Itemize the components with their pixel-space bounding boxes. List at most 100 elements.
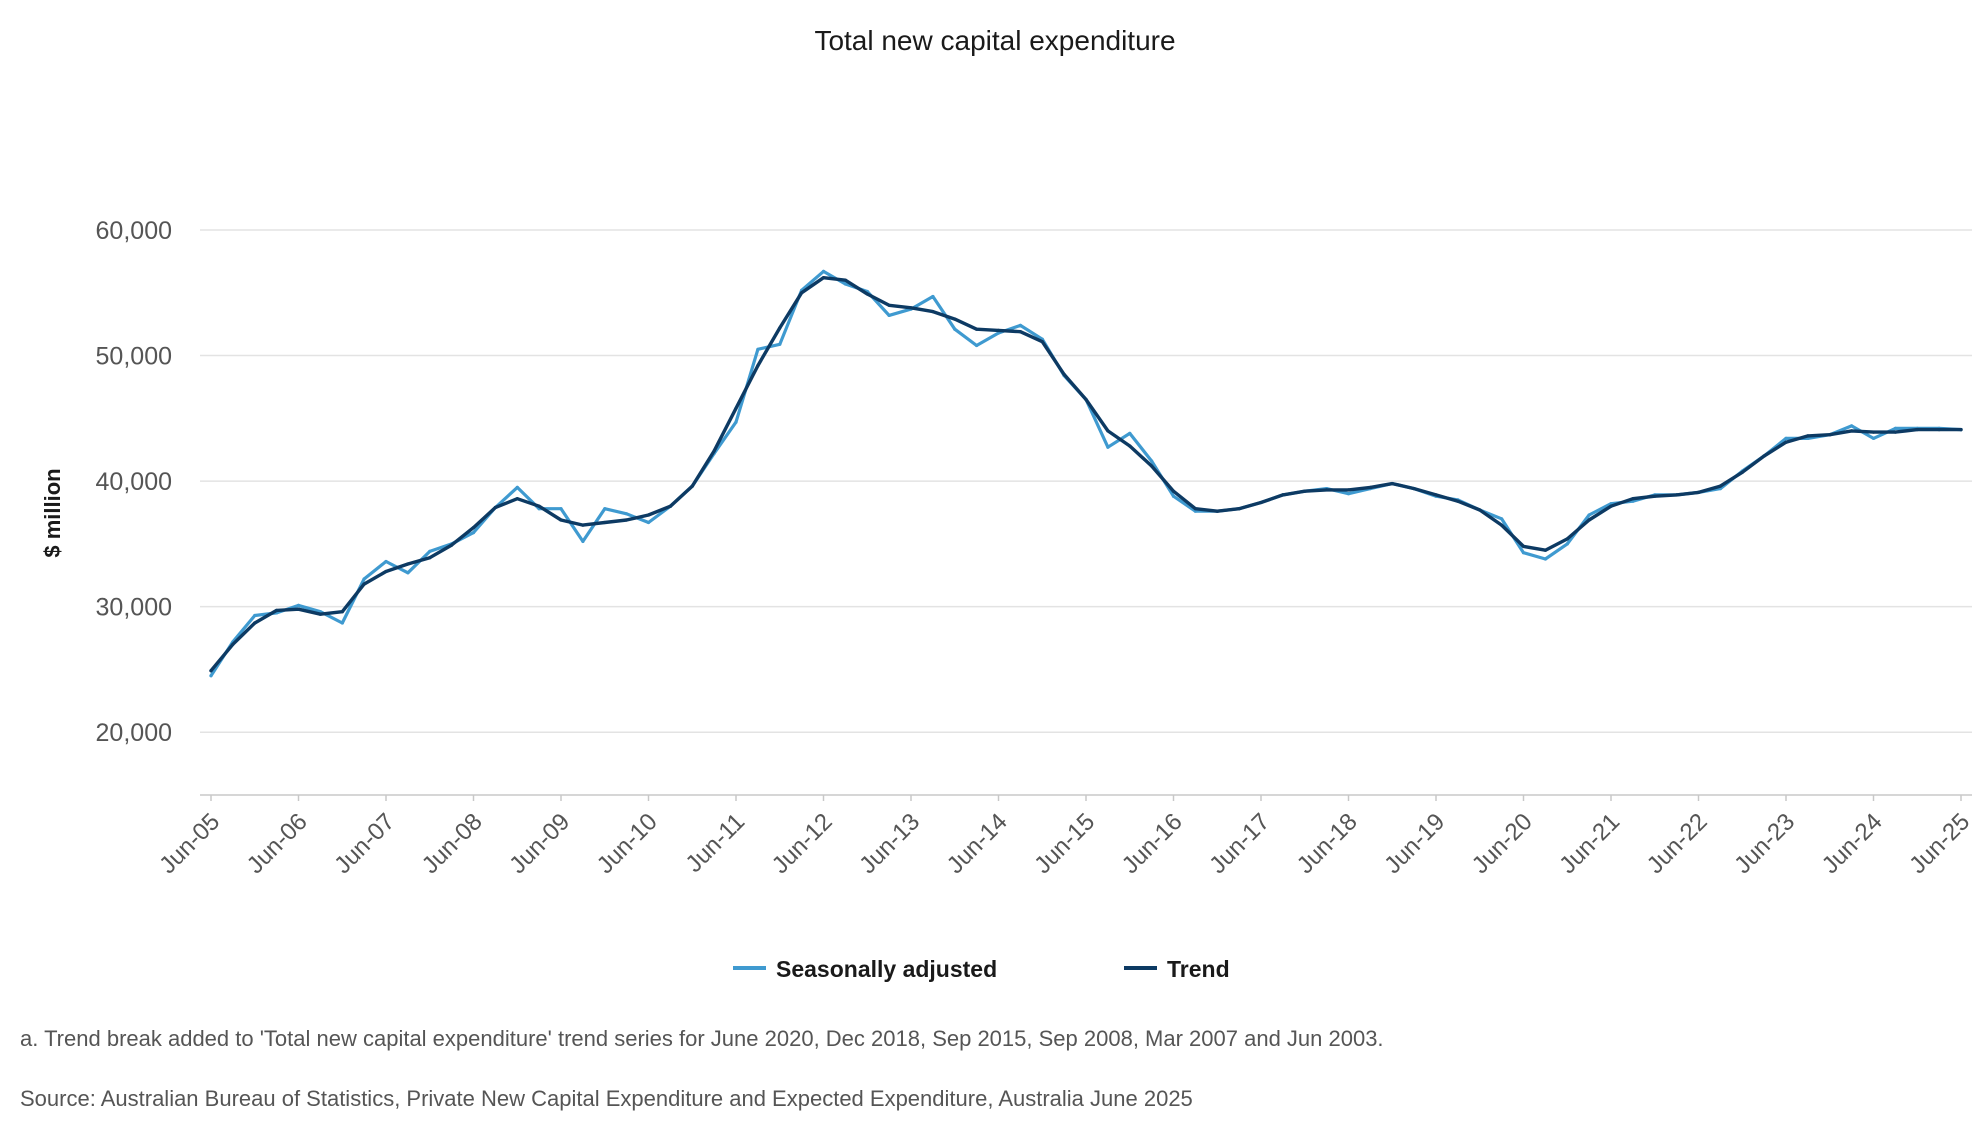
data-point-trend [1850, 429, 1854, 433]
x-tick-label: Jun-18 [1292, 808, 1363, 879]
data-point-trend [209, 669, 213, 673]
x-tick-label: Jun-19 [1379, 808, 1450, 879]
data-point-seasonally-adjusted [428, 549, 432, 554]
data-point-trend [406, 562, 410, 566]
data-point-trend [909, 306, 913, 310]
data-point-trend [450, 543, 454, 547]
data-point-seasonally-adjusted [209, 674, 213, 678]
data-point-trend [1893, 430, 1897, 434]
data-point-trend [1368, 485, 1372, 489]
series-trend [209, 276, 1963, 673]
data-point-trend [603, 520, 607, 525]
series-seasonally-adjusted [209, 269, 1963, 678]
data-point-seasonally-adjusted [362, 577, 366, 581]
data-point-trend [1325, 488, 1329, 492]
data-point-seasonally-adjusted [1850, 424, 1854, 428]
data-point-seasonally-adjusted [1893, 426, 1897, 430]
data-point-trend [318, 612, 322, 616]
data-point-trend [1434, 493, 1438, 497]
x-tick-label: Jun-20 [1467, 808, 1538, 879]
data-point-trend [1784, 440, 1788, 444]
grid-lines [200, 229, 1972, 733]
data-point-trend [625, 518, 629, 522]
data-point-trend [515, 497, 519, 501]
x-tick-label: Jun-17 [1204, 808, 1275, 879]
data-point-trend [1915, 428, 1919, 432]
data-point-seasonally-adjusted [384, 559, 388, 564]
data-point-trend [1062, 372, 1066, 376]
data-point-trend [1718, 484, 1722, 488]
data-point-trend [428, 556, 432, 560]
data-point-trend [1128, 444, 1132, 448]
data-point-trend [1609, 504, 1613, 508]
data-point-seasonally-adjusted [1128, 431, 1132, 435]
x-tick-label: Jun-07 [329, 808, 400, 879]
data-point-seasonally-adjusted [953, 327, 957, 331]
data-point-trend [734, 406, 738, 410]
data-point-trend [953, 317, 957, 321]
data-point-trend [865, 292, 869, 296]
x-tick-label: Jun-12 [767, 808, 838, 879]
data-point-trend [559, 518, 563, 522]
data-point-trend [471, 526, 476, 530]
data-point-trend [1259, 500, 1263, 505]
x-tick-label: Jun-06 [242, 808, 313, 879]
series-line-trend [209, 276, 1963, 673]
data-point-trend [1193, 507, 1197, 511]
legend: Seasonally adjusted Trend [733, 956, 1230, 982]
data-point-trend [1150, 464, 1154, 468]
data-point-trend [253, 621, 257, 625]
data-point-seasonally-adjusted [406, 571, 410, 575]
data-point-trend [1871, 430, 1876, 434]
y-tick-label: 60,000 [96, 217, 172, 245]
y-tick-label: 20,000 [96, 719, 172, 747]
data-point-seasonally-adjusted [1346, 492, 1351, 496]
data-point-trend [1084, 397, 1088, 402]
x-tick-label: Jun-13 [854, 808, 925, 879]
data-point-trend [1543, 548, 1547, 552]
data-point-trend [1565, 537, 1569, 541]
y-tick-label: 30,000 [96, 594, 172, 622]
data-point-trend [996, 328, 1001, 332]
data-point-trend [231, 642, 235, 646]
data-point-trend [1937, 428, 1941, 432]
data-point-seasonally-adjusted [1784, 436, 1788, 440]
x-tick-label: Jun-24 [1817, 808, 1888, 879]
data-point-trend [1828, 433, 1832, 437]
data-point-trend [340, 610, 344, 614]
chart-title: Total new capital expenditure [814, 25, 1175, 56]
data-point-seasonally-adjusted [1587, 513, 1591, 517]
data-point-trend [1500, 523, 1504, 527]
x-tick-label: Jun-09 [504, 808, 575, 879]
data-point-trend [887, 303, 891, 307]
data-point-seasonally-adjusted [253, 613, 257, 618]
data-point-trend [275, 608, 279, 613]
data-point-seasonally-adjusted [1500, 517, 1504, 521]
data-point-seasonally-adjusted [646, 520, 651, 525]
x-axis-ticks: Jun-05 Jun-06 Jun-07 Jun-08 Jun-09 Jun-10 Jun-… [154, 795, 1975, 879]
data-point-trend [800, 291, 804, 295]
x-tick-label: Jun-16 [1117, 808, 1188, 879]
x-tick-label: Jun-22 [1642, 808, 1713, 879]
x-tick-label: Jun-05 [154, 808, 225, 879]
data-point-trend [1281, 493, 1285, 497]
data-point-trend [1587, 518, 1591, 522]
data-point-trend [1346, 488, 1351, 492]
x-tick-label: Jun-08 [417, 808, 488, 879]
data-point-trend [1456, 499, 1460, 503]
data-point-seasonally-adjusted [1018, 323, 1023, 327]
data-point-seasonally-adjusted [821, 269, 826, 273]
data-point-trend [931, 310, 935, 314]
x-tick-label: Jun-15 [1029, 808, 1100, 879]
data-point-seasonally-adjusted [559, 507, 563, 511]
data-point-trend [1215, 509, 1219, 513]
data-point-seasonally-adjusted [1521, 551, 1526, 555]
data-point-trend [1675, 493, 1679, 497]
data-point-trend [821, 276, 826, 280]
data-point-seasonally-adjusted [778, 342, 782, 346]
data-point-seasonally-adjusted [843, 282, 848, 286]
data-point-seasonally-adjusted [603, 507, 607, 511]
data-point-trend [1390, 482, 1394, 486]
data-point-seasonally-adjusted [734, 420, 738, 424]
